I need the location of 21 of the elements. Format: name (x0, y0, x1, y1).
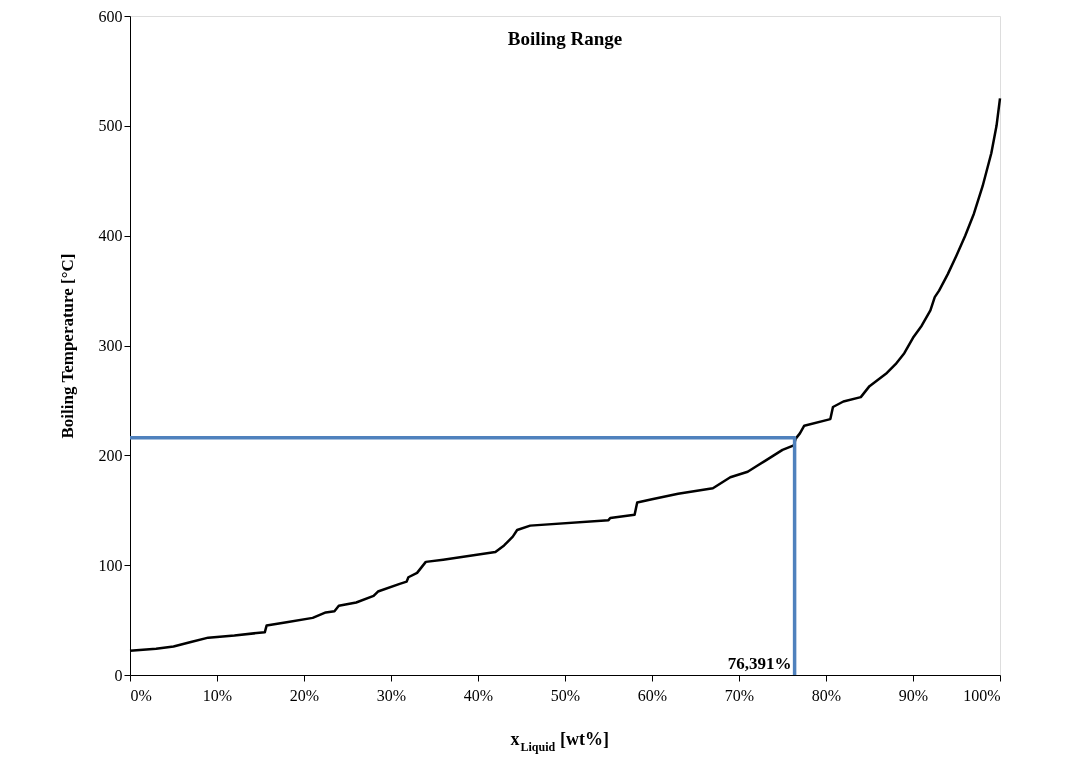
y-tick-label: 200 (98, 446, 123, 464)
x-tick-label: 50% (550, 686, 581, 704)
text: Boiling Range (507, 28, 623, 49)
x-tick-label: 80% (811, 686, 842, 704)
x-tick-label: 100% (963, 686, 1001, 704)
x-tick-label: 40% (463, 686, 494, 704)
x-tick-label: 0% (130, 686, 152, 704)
x-tick-label: 60% (637, 686, 668, 704)
y-tick-label: 300 (98, 337, 123, 354)
x-tick-label: 20% (289, 686, 320, 704)
x-tick-label: 90% (898, 686, 929, 704)
annotation: 76,391% (727, 654, 792, 673)
y-tick-label: 500 (98, 117, 123, 135)
x-tick-label: 10% (202, 686, 233, 704)
y-tick-label: 0 (114, 666, 123, 684)
x-tick-label: 70% (724, 686, 755, 704)
y-tick-label: 600 (98, 7, 123, 25)
y-tick-label: 100 (98, 556, 123, 574)
x-tick-label: 30% (376, 686, 407, 704)
y-axis-title: Boiling Temperature [°C] (57, 253, 77, 439)
y-tick-label: 400 (98, 227, 123, 245)
